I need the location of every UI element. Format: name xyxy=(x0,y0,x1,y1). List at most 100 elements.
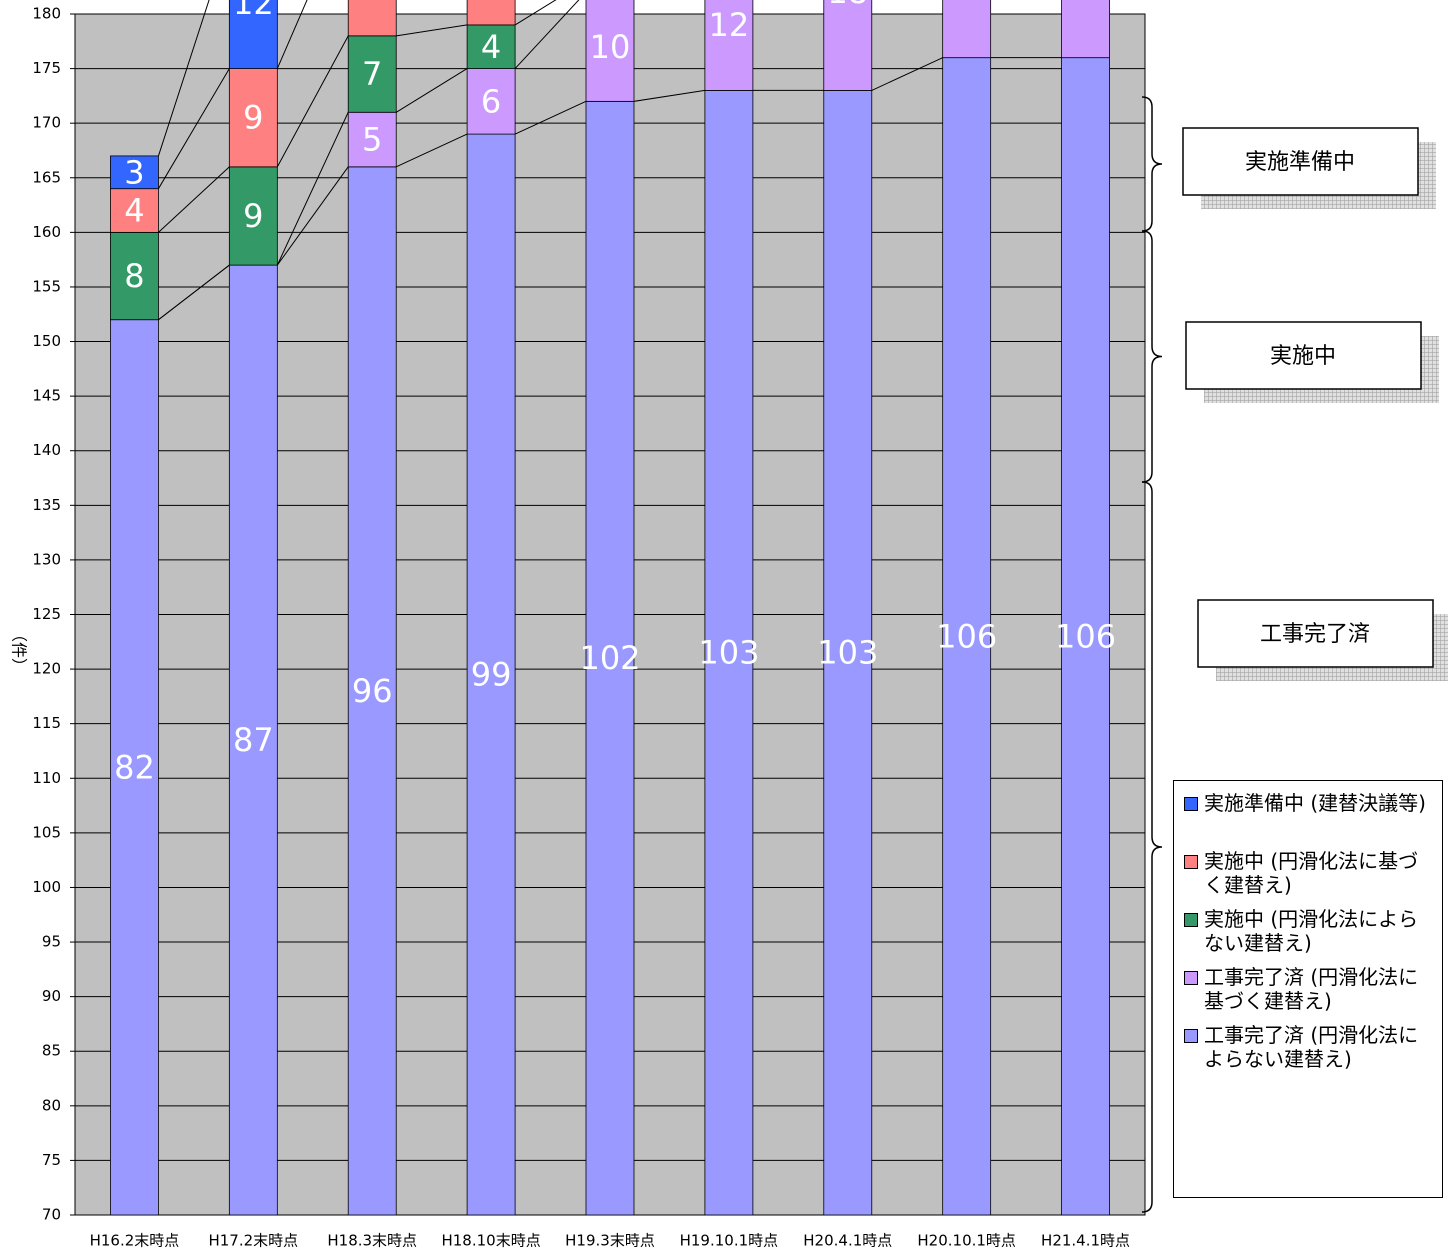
bar-segment xyxy=(228,166,278,266)
bar-segment xyxy=(585,0,635,102)
value-label: 103 xyxy=(698,634,759,672)
y-axis-label: （件） xyxy=(10,626,29,674)
bar-segment xyxy=(347,166,397,1216)
value-label: 12 xyxy=(233,0,274,22)
connector-line xyxy=(157,0,210,157)
value-label: 96 xyxy=(352,672,393,710)
y-tick-label: 180 xyxy=(32,5,61,23)
value-label: 103 xyxy=(817,634,878,672)
value-label: 99 xyxy=(471,656,512,694)
x-tick-label: H18.10末時点 xyxy=(441,1232,540,1250)
bar-segment xyxy=(466,24,516,69)
value-label: 12 xyxy=(709,6,750,44)
bar-segment xyxy=(942,57,992,1216)
legend-entry: 実施中 (円滑化法によらない建替え) xyxy=(1184,907,1432,955)
x-tick-label: H17.2末時点 xyxy=(208,1232,298,1250)
bar-segment xyxy=(942,0,992,59)
value-label: 102 xyxy=(579,639,640,677)
x-tick-label: H16.2末時点 xyxy=(90,1232,180,1250)
annotation: 実施準備中 xyxy=(1245,150,1355,175)
legend-label: 工事完了済 (円滑化法に基づく建替え) xyxy=(1204,965,1419,1013)
bar-segment xyxy=(347,35,397,113)
annotation-box xyxy=(1182,127,1419,196)
bar-segment xyxy=(347,111,397,168)
bar-segment xyxy=(110,319,159,1216)
bar-segment xyxy=(823,90,873,1216)
y-tick-label: 110 xyxy=(32,769,61,787)
value-label: 18 xyxy=(827,0,868,11)
bar-segment xyxy=(347,0,397,37)
annotation-box xyxy=(1185,321,1422,390)
annotation: 工事完了済 xyxy=(1260,622,1370,647)
x-tick-label: H20.4.1時点 xyxy=(803,1232,892,1250)
y-tick-label: 85 xyxy=(42,1042,61,1060)
value-label: 10 xyxy=(590,28,631,66)
y-tick-label: 170 xyxy=(32,114,61,132)
connector-line xyxy=(158,166,230,233)
value-label: 106 xyxy=(1055,617,1116,655)
y-tick-label: 130 xyxy=(32,550,61,568)
connector-line xyxy=(276,35,349,168)
y-tick-label: 115 xyxy=(32,714,61,732)
y-tick-label: 100 xyxy=(32,878,61,896)
value-label: 4 xyxy=(124,192,144,230)
y-tick-label: 120 xyxy=(32,660,61,678)
y-tick-label: 135 xyxy=(32,496,61,514)
legend-entry: 実施準備中 (建替決議等) xyxy=(1184,791,1432,815)
bar-segment xyxy=(110,188,159,233)
legend-entry: 工事完了済 (円滑化法によらない建替え) xyxy=(1184,1023,1432,1071)
y-tick-label: 80 xyxy=(42,1096,61,1114)
legend-entry: 工事完了済 (円滑化法に基づく建替え) xyxy=(1184,965,1432,1013)
bar-segment xyxy=(110,155,159,190)
legend: 実施準備中 (建替決議等) 実施中 (円滑化法に基づく建替え) 実施中 (円滑化法に… xyxy=(1173,780,1443,1198)
legend-label: 実施準備中 (建替決議等) xyxy=(1204,791,1426,815)
connector-line xyxy=(396,133,468,168)
connector-line xyxy=(276,112,349,266)
value-label: 3 xyxy=(124,153,144,191)
y-tick-label: 140 xyxy=(32,441,61,459)
connector-line xyxy=(871,57,943,91)
brace xyxy=(1141,230,1163,483)
connector-line xyxy=(158,68,230,189)
bar-segment xyxy=(1061,0,1110,59)
y-tick-label: 155 xyxy=(32,277,61,295)
x-tick-label: H21.4.1時点 xyxy=(1041,1232,1130,1250)
x-tick-label: H19.10.1時点 xyxy=(680,1232,779,1250)
legend-entry: 実施中 (円滑化法に基づく建替え) xyxy=(1184,849,1432,897)
bar-segment xyxy=(704,90,754,1216)
legend-label: 実施中 (円滑化法によらない建替え) xyxy=(1204,907,1419,955)
legend-swatch xyxy=(1184,913,1198,927)
bar-segment xyxy=(228,68,278,168)
connector-line xyxy=(514,0,580,69)
value-label: 5 xyxy=(362,121,382,159)
connector-line xyxy=(396,24,468,37)
value-label: 7 xyxy=(362,55,382,93)
value-label: 106 xyxy=(936,617,997,655)
y-tick-label: 105 xyxy=(32,823,61,841)
y-tick-label: 175 xyxy=(32,59,61,77)
connector-line xyxy=(514,100,587,135)
value-label: 4 xyxy=(481,28,501,66)
y-tick-label: 70 xyxy=(42,1206,61,1224)
y-tick-label: 75 xyxy=(42,1151,61,1169)
value-label: 1 xyxy=(600,0,620,6)
connector-line xyxy=(276,166,349,266)
y-tick-label: 150 xyxy=(32,332,61,350)
value-label: 6 xyxy=(481,82,501,120)
legend-label: 実施中 (円滑化法に基づく建替え) xyxy=(1204,849,1419,897)
bar-segment xyxy=(466,0,516,26)
bar-segment xyxy=(228,264,278,1216)
connector-line xyxy=(276,0,308,69)
y-tick-label: 145 xyxy=(32,387,61,405)
legend-swatch xyxy=(1184,971,1198,985)
connector-line xyxy=(633,89,705,102)
connector-line xyxy=(514,0,557,26)
bar-segment xyxy=(466,68,516,135)
y-tick-label: 165 xyxy=(32,168,61,186)
bar-segment xyxy=(585,100,635,1216)
bar-segment xyxy=(228,0,278,69)
bar-segment xyxy=(704,0,754,91)
y-tick-label: 95 xyxy=(42,933,61,951)
